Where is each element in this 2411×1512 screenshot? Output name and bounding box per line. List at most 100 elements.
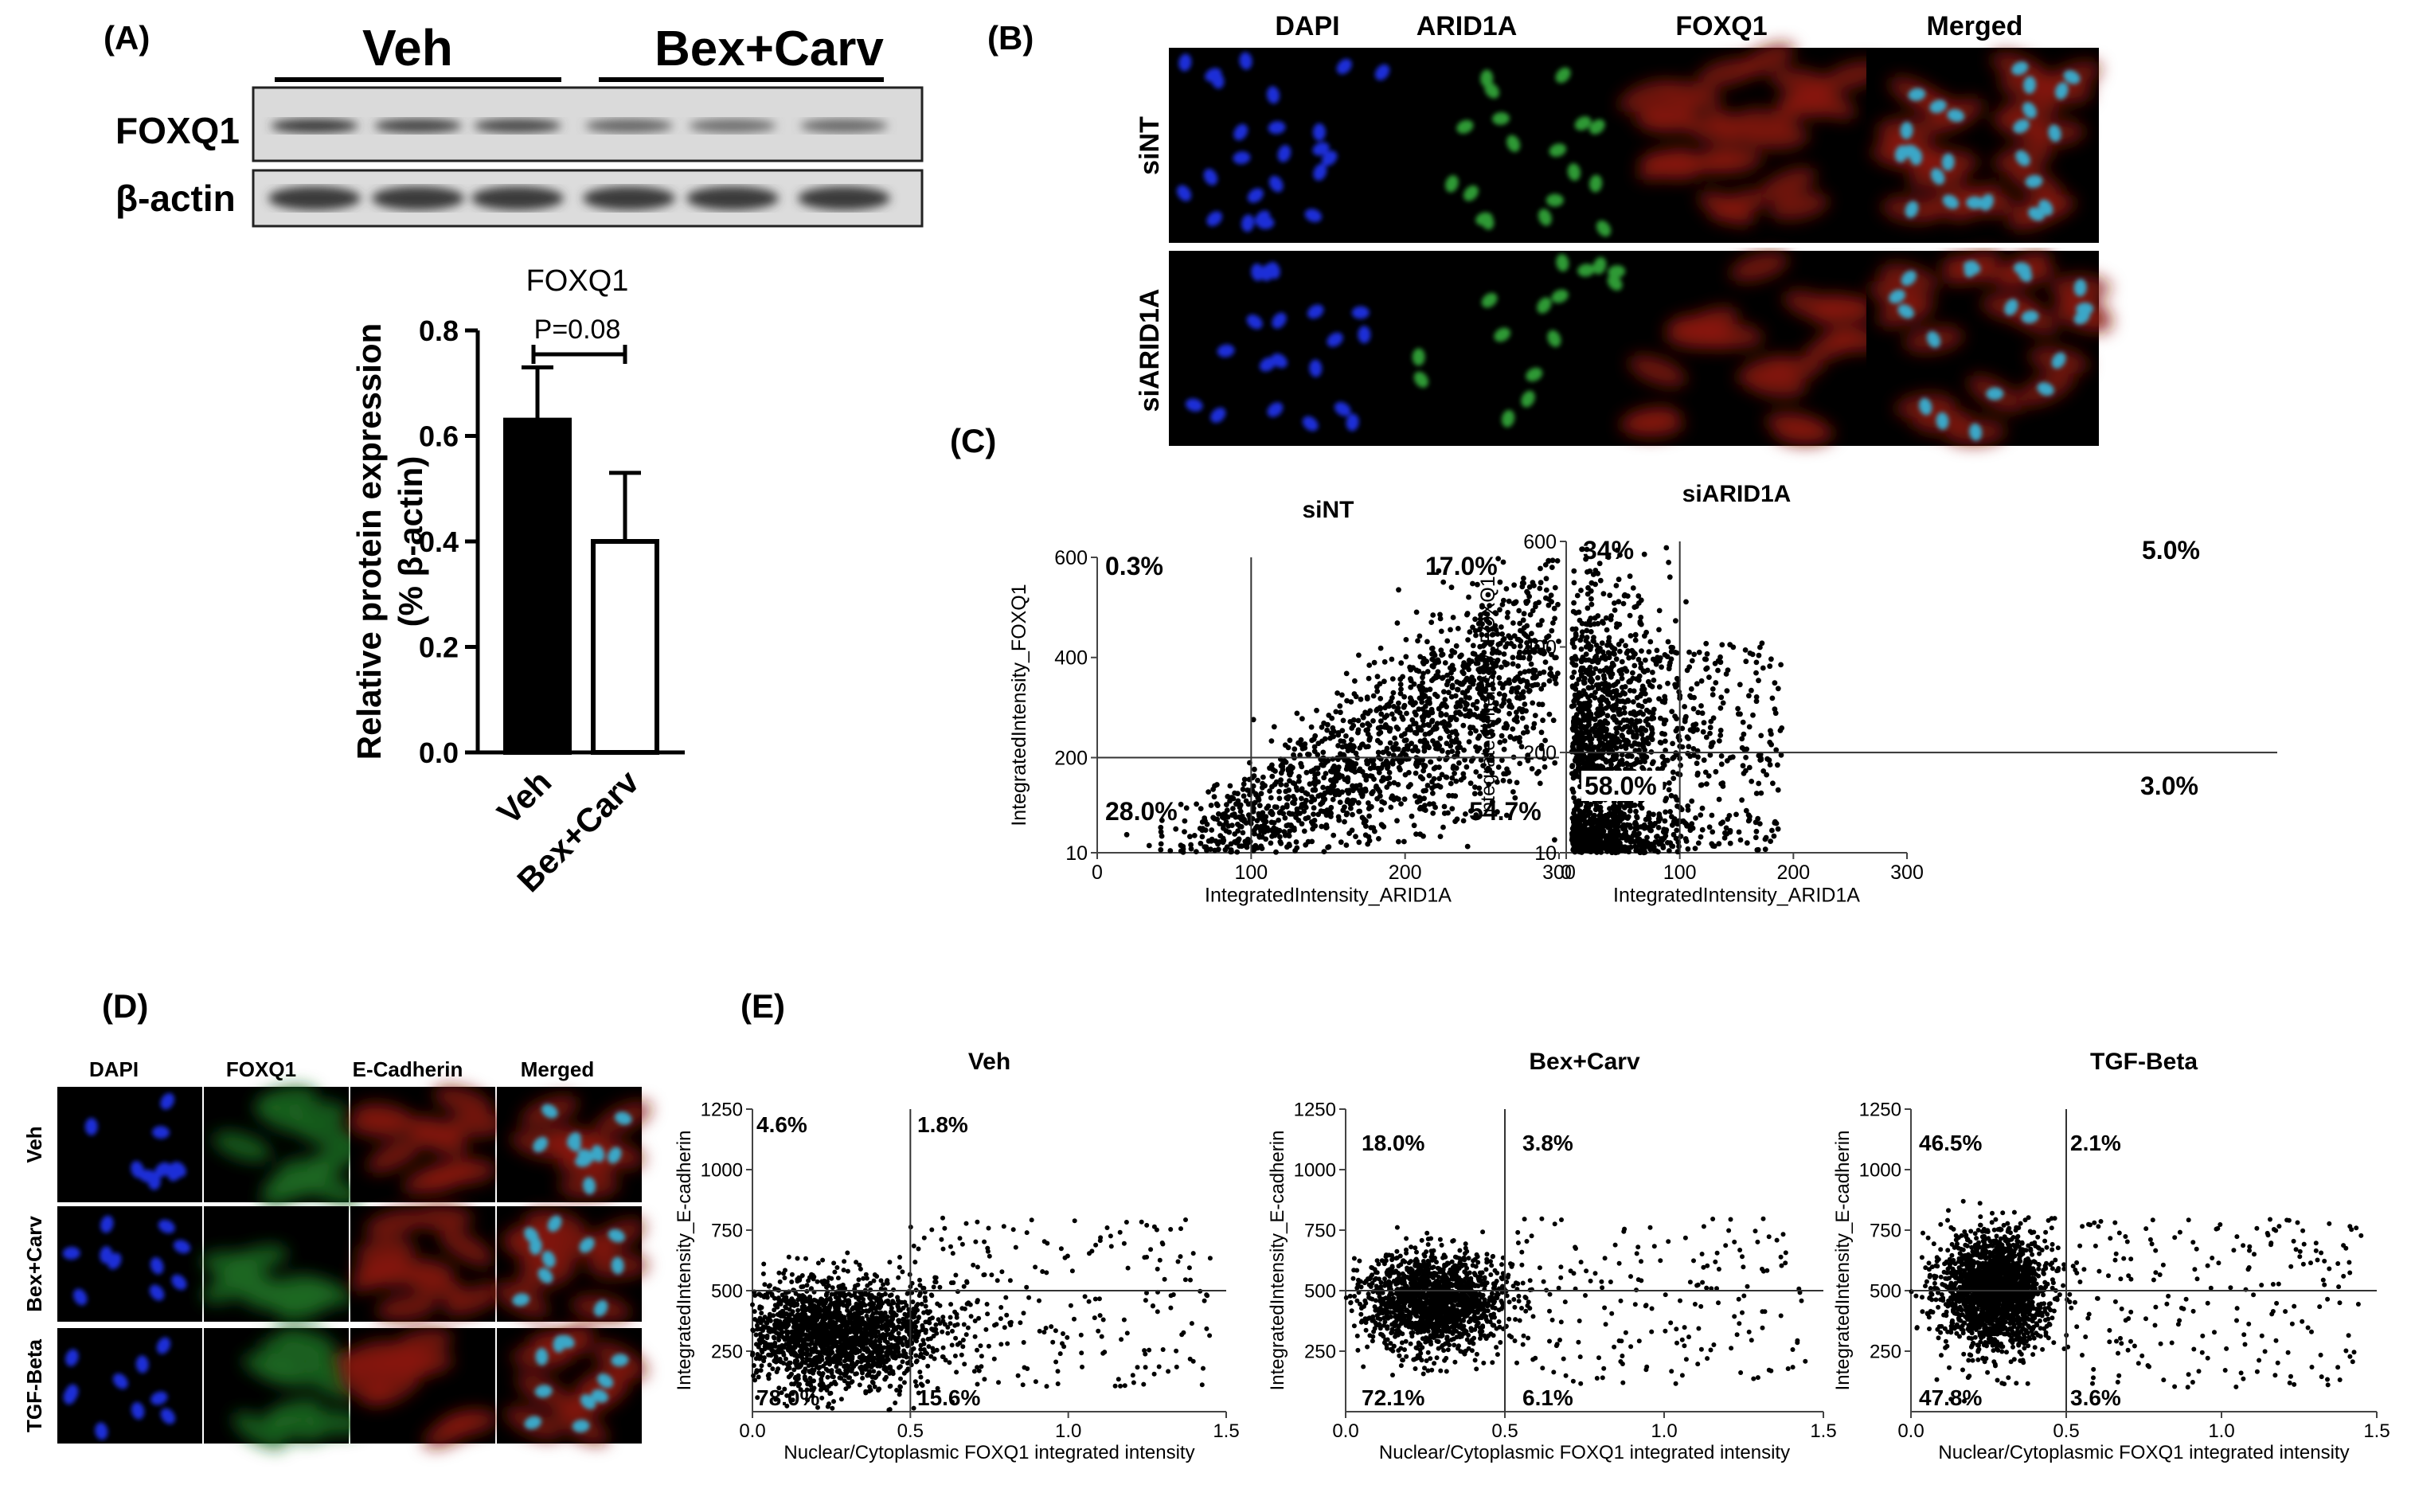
scatter-point	[1643, 629, 1650, 635]
scatter-point	[1741, 746, 1748, 752]
scatter-point	[1771, 833, 1777, 839]
scatter-point	[1224, 802, 1229, 807]
tile-nucleus	[1233, 123, 1248, 141]
scatter-point	[1441, 719, 1447, 725]
scatter-point	[1534, 674, 1539, 680]
tile-nucleus	[1942, 194, 1960, 209]
scatter-point	[1663, 829, 1669, 835]
scatter-point	[1356, 839, 1362, 846]
scatter-point	[1517, 620, 1523, 627]
scatter-point	[1573, 833, 1579, 838]
scatter-point	[1588, 601, 1595, 608]
scatter-point	[1659, 730, 1665, 736]
scatter-point	[1641, 825, 1647, 831]
scatter-point	[1587, 746, 1593, 752]
scatter-point	[1597, 668, 1603, 674]
scatter-point	[1377, 729, 1384, 736]
scatter-point	[1620, 717, 1627, 723]
tile-nucleus	[1589, 174, 1603, 193]
scatter-point	[1646, 810, 1652, 816]
scatter-point	[1460, 722, 1467, 729]
scatter-point	[1703, 656, 1710, 662]
scatter-point	[1637, 619, 1643, 625]
scatter-point	[1414, 748, 1420, 754]
scatter-point	[1571, 644, 1577, 651]
scatter-point	[1285, 795, 1291, 802]
microscopy-tile	[1620, 251, 1884, 446]
scatter-point	[1616, 668, 1623, 674]
scatter-point	[1647, 639, 1654, 645]
scatter-point	[1331, 832, 1337, 838]
panel-label-c: (C)	[950, 422, 996, 459]
scatter-point	[1448, 584, 1455, 591]
scatter-point	[1469, 674, 1475, 680]
scatter-point	[1139, 1219, 1144, 1225]
scatter-point	[1466, 657, 1472, 663]
scatter-point	[1585, 621, 1592, 627]
scatter-point	[1547, 666, 1553, 671]
scatter-point	[1396, 700, 1401, 706]
scatter-point	[1635, 677, 1642, 683]
scatter-point	[1599, 816, 1605, 822]
scatter-point	[1704, 651, 1710, 657]
blot-band-foxq1	[271, 119, 358, 133]
scatter-point	[1370, 693, 1377, 699]
scatter-point	[1303, 769, 1310, 776]
scatter-point	[975, 1347, 979, 1353]
scatter-point	[893, 1401, 898, 1405]
scatter-point	[1624, 760, 1630, 767]
scatter-point	[1613, 656, 1620, 662]
scatter-point	[1296, 774, 1302, 779]
scatter-point	[1736, 711, 1741, 717]
scatter-point	[1366, 675, 1372, 682]
scatter-point	[1636, 830, 1642, 837]
scatter-point	[1420, 806, 1427, 812]
scatter-point	[1331, 729, 1337, 734]
scatter-point	[1670, 740, 1676, 747]
scatter-point	[1575, 717, 1581, 724]
scatter-point	[1588, 676, 1594, 682]
scatter-point	[1620, 600, 1627, 607]
scatter-point	[1686, 736, 1691, 741]
scatter-point	[1389, 676, 1396, 682]
scatter-point	[1574, 844, 1581, 850]
scatter-point	[1082, 1294, 1088, 1299]
scatter-point	[1093, 1242, 1099, 1248]
scatter-point	[1446, 690, 1452, 696]
scatter-point	[976, 1368, 982, 1373]
scatter-point	[1591, 813, 1596, 819]
scatter-point	[1468, 808, 1474, 814]
scatter-point	[1530, 580, 1536, 586]
scatter-point	[1522, 701, 1528, 707]
scatter-point	[1554, 558, 1561, 564]
scatter-point	[1587, 647, 1593, 652]
scatter-point	[1589, 658, 1595, 665]
scatter-point	[1021, 1311, 1026, 1316]
scatter-point	[1595, 659, 1601, 666]
scatter-point	[1397, 676, 1404, 682]
scatter-point	[1424, 783, 1431, 788]
scatter-point	[1190, 1251, 1196, 1256]
scatter-point	[933, 1275, 939, 1280]
scatter-point	[776, 1366, 781, 1372]
tile-nucleus	[1480, 69, 1494, 88]
scatter-point	[1592, 568, 1599, 573]
scatter-point	[1767, 740, 1773, 745]
scatter-point	[1291, 746, 1298, 752]
scatter-point	[1024, 1284, 1030, 1290]
scatter-y-tick-label: 200	[1523, 742, 1557, 764]
scatter-point	[1624, 822, 1631, 828]
scatter-point	[1707, 725, 1713, 731]
scatter-point	[1587, 568, 1593, 574]
scatter-point	[1405, 727, 1411, 733]
scatter-point	[1632, 631, 1639, 638]
scatter-point	[1633, 808, 1639, 815]
scatter-point	[1358, 696, 1364, 702]
scatter-point	[1749, 651, 1756, 658]
scatter-point	[1409, 813, 1415, 819]
tile-nuclei	[1445, 67, 1612, 237]
scatter-point	[1654, 647, 1660, 654]
scatter-y-tick-label: 400	[1523, 636, 1557, 658]
scatter-point	[1430, 612, 1436, 618]
